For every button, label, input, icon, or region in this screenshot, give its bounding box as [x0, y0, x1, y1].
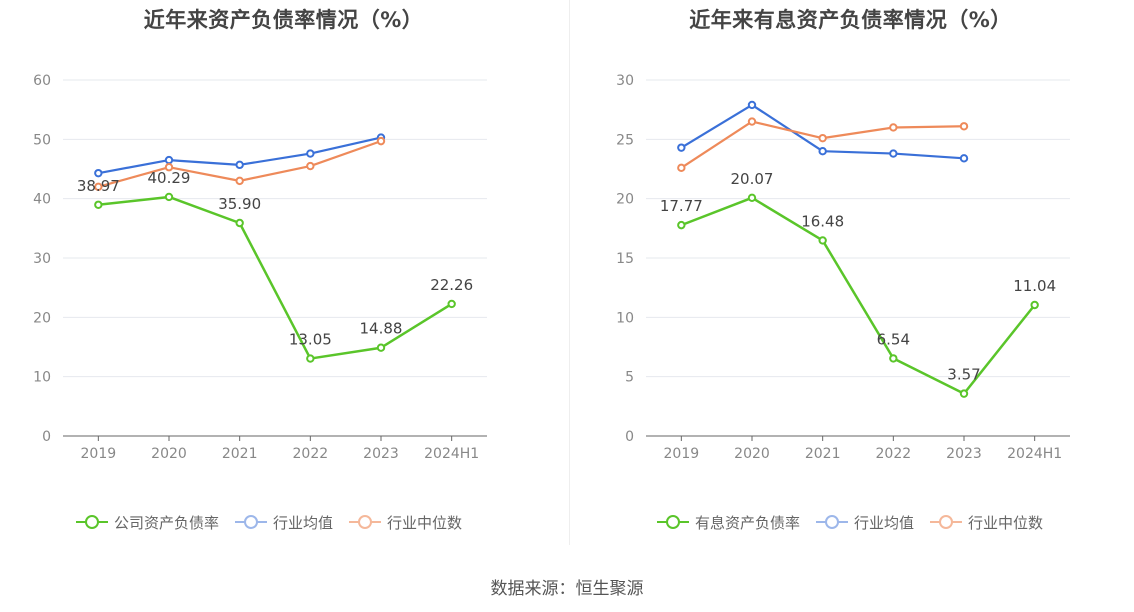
legend-item-interest-ratio[interactable]: 有息资产负债率: [657, 512, 800, 533]
legend-right: 有息资产负债率 行业均值 行业中位数: [657, 510, 1059, 534]
y-tick-label: 10: [33, 370, 51, 386]
data-point[interactable]: [747, 117, 757, 126]
data-label: 35.90: [218, 195, 261, 213]
x-tick-label: 2020: [151, 446, 187, 462]
legend-item-industry-median[interactable]: 行业中位数: [349, 512, 462, 533]
x-tick-label: 2021: [222, 446, 258, 462]
x-tick-label: 2023: [946, 446, 982, 462]
legend-swatch-orange: [930, 514, 963, 530]
y-tick-label: 0: [625, 429, 634, 445]
y-tick-label: 20: [616, 192, 634, 208]
data-label: 17.77: [660, 197, 703, 215]
legend-label: 有息资产负债率: [695, 513, 801, 532]
data-point[interactable]: [164, 163, 174, 172]
data-source: 数据来源：恒生聚源: [490, 579, 644, 599]
y-tick-label: 60: [33, 73, 51, 89]
data-point[interactable]: [447, 299, 456, 309]
legend-swatch-blue: [816, 514, 849, 530]
data-label: 40.29: [148, 169, 191, 187]
data-point[interactable]: [306, 354, 315, 363]
data-label: 38.97: [77, 177, 120, 195]
data-point[interactable]: [747, 193, 757, 203]
y-tick-label: 30: [33, 251, 51, 267]
data-point[interactable]: [376, 343, 386, 352]
data-point[interactable]: [235, 218, 244, 228]
data-point[interactable]: [677, 163, 686, 173]
data-point[interactable]: [677, 220, 686, 230]
x-tick-label: 2019: [664, 446, 700, 462]
data-point[interactable]: [889, 123, 898, 132]
data-point[interactable]: [889, 354, 898, 363]
panel-divider: [569, 0, 570, 545]
y-tick-label: 25: [616, 132, 634, 148]
data-point[interactable]: [959, 154, 969, 163]
chart-title-right: 近年来有息资产负债率情况（%）: [689, 8, 1012, 32]
x-tick-label: 2022: [293, 446, 329, 462]
x-tick-label: 2022: [876, 446, 912, 462]
data-point[interactable]: [959, 122, 969, 131]
chart-left: 0 10 20 30 40 50 60 2019 2020 2021 2022 2023 2024H1 3…: [33, 73, 487, 462]
data-point[interactable]: [164, 155, 174, 165]
data-label: 11.04: [1013, 277, 1056, 295]
legend-swatch-green: [76, 514, 108, 530]
legend-label: 行业中位数: [968, 513, 1044, 532]
data-point[interactable]: [376, 136, 386, 146]
data-point[interactable]: [747, 100, 757, 110]
legend-label: 行业均值: [273, 513, 334, 532]
data-point[interactable]: [818, 236, 827, 245]
x-tick-label: 2023: [363, 446, 399, 462]
chart-right: 0 5 10 15 20 25 30 2019 2020 2021 2022 2023 2024H1 17…: [616, 73, 1070, 462]
data-point[interactable]: [677, 143, 686, 152]
legend-item-company-ratio[interactable]: 公司资产负债率: [76, 512, 219, 533]
y-tick-label: 50: [33, 132, 51, 148]
data-point[interactable]: [818, 133, 827, 143]
data-point[interactable]: [1030, 300, 1039, 310]
data-label: 20.07: [731, 170, 774, 188]
data-label: 14.88: [360, 320, 403, 338]
y-tick-label: 0: [42, 429, 51, 445]
legend-label: 行业均值: [854, 513, 915, 532]
data-point[interactable]: [164, 192, 174, 202]
data-label: 3.57: [947, 366, 980, 384]
data-point[interactable]: [889, 149, 898, 158]
x-tick-label: 2021: [805, 446, 841, 462]
x-tick-label: 2019: [81, 446, 117, 462]
y-tick-label: 40: [33, 192, 51, 208]
data-point[interactable]: [94, 168, 103, 178]
legend-swatch-orange: [349, 514, 382, 530]
x-tick-label: 2024H1: [424, 446, 479, 462]
data-label: 6.54: [877, 330, 910, 348]
legend-item-industry-mean[interactable]: 行业均值: [816, 512, 914, 533]
legend-item-industry-mean[interactable]: 行业均值: [235, 512, 333, 533]
data-point[interactable]: [306, 161, 315, 171]
data-label: 22.26: [430, 276, 473, 294]
x-tick-label: 2020: [734, 446, 770, 462]
data-point[interactable]: [94, 182, 103, 192]
data-point[interactable]: [94, 200, 103, 209]
data-label: 16.48: [801, 212, 844, 230]
chart-title-left: 近年来资产负债率情况（%）: [143, 8, 424, 32]
legend-item-industry-median[interactable]: 行业中位数: [930, 512, 1043, 533]
data-label: 13.05: [289, 331, 332, 349]
y-tick-label: 30: [616, 73, 634, 89]
y-tick-label: 5: [625, 370, 634, 386]
y-tick-label: 10: [616, 310, 634, 326]
data-point[interactable]: [959, 389, 969, 398]
y-tick-label: 15: [616, 251, 634, 267]
legend-label: 行业中位数: [387, 513, 463, 532]
legend-swatch-green: [657, 514, 689, 530]
data-point[interactable]: [818, 147, 827, 156]
series-line: [680, 120, 965, 169]
series-line: [680, 196, 1036, 395]
series-line: [98, 195, 453, 360]
legend-left: 公司资产负债率 行业均值 行业中位数: [76, 510, 478, 534]
legend-label: 公司资产负债率: [114, 513, 220, 532]
y-tick-label: 20: [33, 310, 51, 326]
legend-swatch-blue: [235, 514, 268, 530]
data-point[interactable]: [306, 149, 315, 158]
x-tick-label: 2024H1: [1007, 446, 1062, 462]
data-point[interactable]: [235, 160, 244, 170]
data-point[interactable]: [235, 176, 244, 186]
